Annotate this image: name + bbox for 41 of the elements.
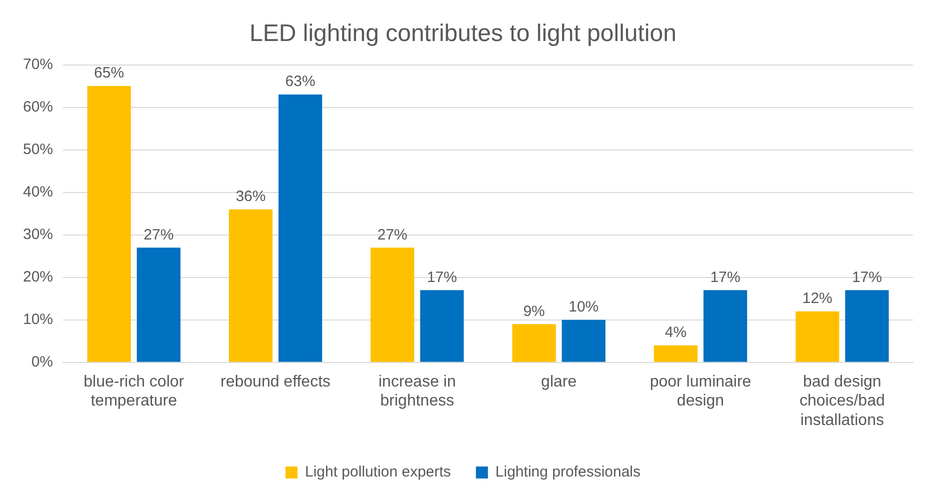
data-label: 27% bbox=[377, 226, 408, 244]
y-tick-label: 70% bbox=[22, 56, 54, 73]
y-tick-label: 50% bbox=[22, 140, 54, 158]
y-tick-label: 30% bbox=[22, 226, 54, 243]
x-tick-label: bad design choices/bad installations bbox=[799, 373, 885, 429]
bar bbox=[845, 290, 889, 362]
data-label: 17% bbox=[710, 268, 740, 286]
x-tick-label: rebound effects bbox=[220, 373, 331, 390]
x-tick-label: poor luminaire design bbox=[650, 373, 752, 410]
y-tick-label: 10% bbox=[22, 311, 54, 328]
bar bbox=[796, 311, 840, 362]
x-tick-label: glare bbox=[541, 373, 577, 390]
y-tick-label: 20% bbox=[22, 268, 54, 286]
bar bbox=[562, 320, 606, 362]
y-tick-label: 40% bbox=[22, 183, 54, 200]
legend-label: Light pollution experts bbox=[304, 464, 451, 481]
legend-label: Lighting professionals bbox=[495, 464, 641, 481]
data-label: 12% bbox=[802, 290, 832, 308]
data-label: 17% bbox=[852, 268, 882, 286]
data-label: 36% bbox=[236, 188, 266, 205]
bar bbox=[278, 94, 322, 362]
bar bbox=[512, 324, 556, 362]
y-tick-label: 60% bbox=[22, 98, 54, 116]
bar bbox=[370, 248, 414, 362]
data-label: 10% bbox=[568, 298, 599, 316]
bar bbox=[87, 86, 131, 362]
data-label: 63% bbox=[285, 73, 316, 90]
data-label: 4% bbox=[664, 324, 687, 342]
x-tick-label: blue-rich color temperature bbox=[84, 373, 185, 410]
data-label: 17% bbox=[426, 268, 457, 286]
chart-title: LED lighting contributes to light pollution bbox=[250, 20, 676, 48]
bar bbox=[228, 209, 273, 362]
bar bbox=[703, 290, 748, 362]
data-label: 65% bbox=[94, 64, 124, 82]
data-label: 27% bbox=[144, 226, 174, 244]
x-tick-label: increase in brightness bbox=[378, 373, 456, 410]
y-tick-label: 0% bbox=[31, 354, 54, 371]
bar bbox=[654, 345, 698, 362]
bar bbox=[136, 248, 180, 362]
data-label: 9% bbox=[523, 302, 545, 320]
bar bbox=[420, 290, 464, 362]
